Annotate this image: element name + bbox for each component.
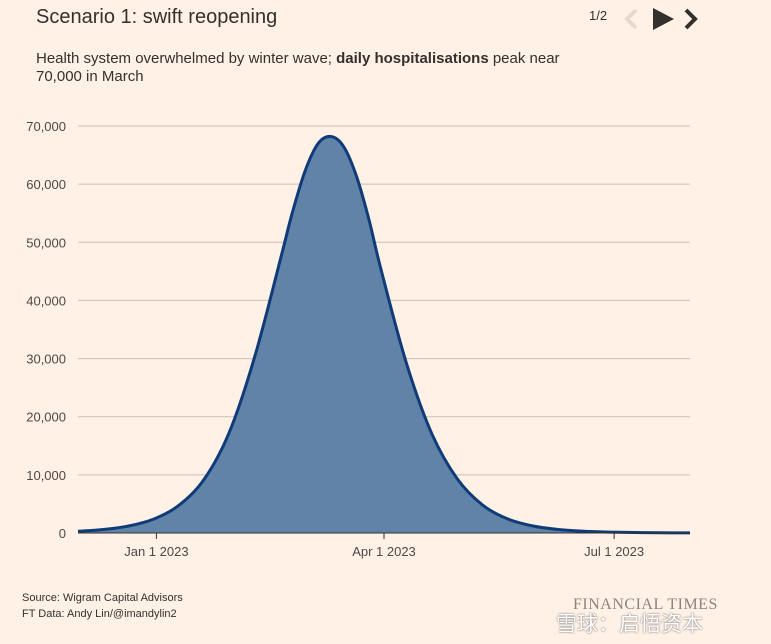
credit-text: FT Data: Andy Lin/@imandylin2 [22, 608, 177, 620]
subtitle-text: Health system overwhelmed by winter wave… [36, 50, 337, 67]
series-line [77, 134, 691, 535]
x-tick-label: Jan 1 2023 [124, 544, 188, 559]
y-tick-label: 0 [59, 526, 66, 541]
ft-logo: FINANCIAL TIMES [573, 596, 718, 613]
y-tick-label: 30,000 [26, 352, 66, 367]
axis-layer: 0 10,000 20,000 30,000 40,000 50,000 60,000 70,… [26, 119, 690, 559]
y-tick-label: 60,000 [26, 177, 66, 192]
y-tick-label: 20,000 [26, 410, 66, 425]
y-tick-label: 70,000 [26, 119, 66, 134]
y-tick-label: 10,000 [26, 468, 66, 483]
x-tick-label: Jul 1 2023 [584, 544, 644, 559]
series-area-layer [77, 134, 691, 535]
watermark-text: 雪球：启悟资本 [556, 612, 703, 636]
chart-subtitle: Health system overwhelmed by winter wave… [36, 50, 596, 86]
subtitle-emphasis: daily hospitalisations [336, 50, 489, 67]
source-note: Source: Wigram Capital Advisors FT Data:… [22, 590, 183, 622]
previous-arrow-icon[interactable] [620, 6, 642, 32]
y-tick-label: 40,000 [26, 293, 66, 308]
play-icon[interactable] [650, 6, 676, 32]
next-arrow-icon[interactable] [680, 6, 702, 32]
chart-title: Scenario 1: swift reopening [36, 6, 278, 28]
y-tick-label: 50,000 [26, 235, 66, 250]
x-tick-label: Apr 1 2023 [352, 544, 416, 559]
subtitle-text-end: peak near 70,000 in March [36, 50, 560, 85]
page-indicator: 1/2 [589, 8, 608, 23]
series-area [78, 136, 690, 533]
source-text: Source: Wigram Capital Advisors [22, 592, 183, 604]
